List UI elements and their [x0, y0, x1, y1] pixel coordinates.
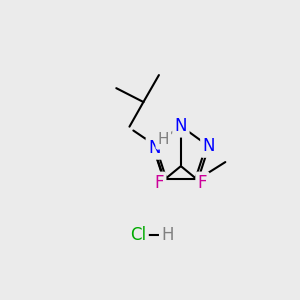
- Text: Cl: Cl: [130, 226, 146, 244]
- Text: H: H: [161, 226, 174, 244]
- Text: N: N: [202, 137, 215, 155]
- Text: N: N: [148, 139, 161, 157]
- Text: F: F: [154, 174, 164, 192]
- Text: N: N: [175, 117, 187, 135]
- Text: F: F: [198, 174, 207, 192]
- Text: H: H: [158, 132, 169, 147]
